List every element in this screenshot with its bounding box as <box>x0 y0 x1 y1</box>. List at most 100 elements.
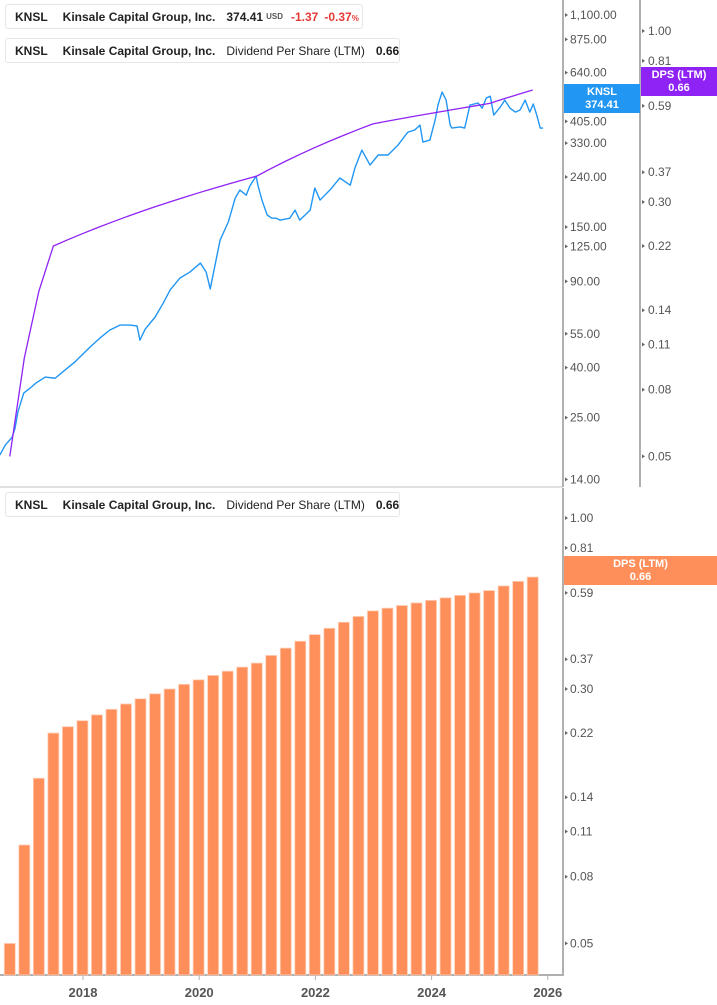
dps-legend-bottom[interactable]: KNSL Kinsale Capital Group, Inc. Dividen… <box>5 492 400 517</box>
dps-bar <box>337 621 350 976</box>
dps-bar <box>323 627 336 976</box>
dps-bar <box>134 698 147 976</box>
price-tick-label: 240.00 <box>570 170 607 184</box>
dps-bar-tick-mark <box>565 941 568 946</box>
price-line <box>0 91 544 456</box>
price-tick-mark <box>565 37 568 42</box>
price-tick-mark <box>565 477 568 482</box>
legend-value: 0.66 <box>375 497 400 512</box>
tag-line1: DPS (LTM) <box>651 68 707 81</box>
price-tick-label: 55.00 <box>570 327 600 341</box>
price-tick-mark <box>565 119 568 124</box>
dps-bar-tick-label: 0.14 <box>570 790 594 804</box>
price-tick-mark <box>565 279 568 284</box>
price-tick-label: 25.00 <box>570 411 600 425</box>
dps-tick-label: 0.22 <box>648 239 672 253</box>
tag-line2: 374.41 <box>585 98 619 111</box>
dps-bar-last-value-tag: DPS (LTM) 0.66 <box>564 556 717 585</box>
dps-bar-tick-label: 0.30 <box>570 682 594 696</box>
price-tick-label: 875.00 <box>570 32 607 46</box>
dps-bar-tick-mark <box>565 874 568 879</box>
dps-bar <box>308 634 321 976</box>
dps-bar-tick-mark <box>565 590 568 595</box>
price-tick-label: 90.00 <box>570 274 600 288</box>
dps-bar-tick-mark <box>565 516 568 520</box>
tag-line2: 0.66 <box>668 81 690 94</box>
time-tick-label: 2020 <box>185 985 214 1000</box>
price-tick-label: 1,100.00 <box>570 8 617 22</box>
dps-tick-mark <box>642 342 645 347</box>
dps-bar-tick-label: 0.59 <box>570 586 594 600</box>
dps-bar-tick-label: 0.08 <box>570 870 594 884</box>
dps-bar <box>483 590 496 976</box>
dps-tick-mark <box>642 387 645 392</box>
dps-bar <box>439 597 452 976</box>
dps-tick-label: 0.08 <box>648 383 672 397</box>
dps-tick-mark <box>642 29 645 33</box>
price-tick-mark <box>565 224 568 229</box>
dps-bar <box>91 714 103 976</box>
dps-legend-top[interactable]: KNSL Kinsale Capital Group, Inc. Dividen… <box>5 38 400 63</box>
dps-bar <box>192 679 205 976</box>
dps-bar <box>512 580 525 976</box>
dps-bar <box>352 616 365 976</box>
dps-bar <box>381 607 394 976</box>
dps-tick-mark <box>642 244 645 249</box>
price-tick-mark <box>565 13 568 17</box>
dps-bar <box>294 640 307 976</box>
price-tick-mark <box>565 70 568 75</box>
dps-bar-tick-mark <box>565 795 568 800</box>
dps-bar <box>47 732 60 976</box>
dps-tick-label: 0.14 <box>648 303 672 317</box>
time-tick-label: 2026 <box>533 985 562 1000</box>
time-tick-label: 2022 <box>301 985 330 1000</box>
price-tick-mark <box>565 141 568 146</box>
dps-bar <box>410 602 423 976</box>
price-tick-label: 125.00 <box>570 239 607 253</box>
dps-bar-tick-label: 0.11 <box>570 824 593 838</box>
dps-bar-tick-mark <box>565 657 568 662</box>
legend-metric: Dividend Per Share (LTM) <box>226 497 365 512</box>
dps-line <box>9 89 533 457</box>
dps-bar <box>250 662 263 976</box>
dps-bar <box>236 666 249 976</box>
dps-tick-mark <box>642 308 645 313</box>
dps-tick-label: 0.11 <box>648 337 671 351</box>
legend-change-pct: -0.37% <box>324 10 358 24</box>
legend-change: -1.37 <box>290 9 319 24</box>
dps-bar <box>61 726 74 976</box>
dps-bar-tick-mark <box>565 829 568 834</box>
dps-bar <box>149 693 161 976</box>
dps-bar <box>207 675 220 976</box>
change-pct-value: -0.37 <box>324 9 352 24</box>
price-tick-mark <box>565 365 568 370</box>
tag-line1: DPS (LTM) <box>613 557 668 570</box>
dps-tick-mark <box>642 454 645 459</box>
legend-company: Kinsale Capital Group, Inc. <box>62 497 216 512</box>
pct-sign: % <box>351 13 359 23</box>
dps-bar <box>105 708 118 976</box>
legend-currency: USD <box>266 12 283 21</box>
dps-last-value-tag: DPS (LTM) 0.66 <box>641 67 717 96</box>
dps-bar-tick-mark <box>565 686 568 691</box>
dps-bar <box>163 688 176 976</box>
legend-ticker: KNSL <box>15 497 48 512</box>
dps-bar <box>32 777 45 976</box>
dps-bar <box>367 610 379 976</box>
dps-tick-label: 0.05 <box>648 449 672 463</box>
dps-bar <box>120 703 132 976</box>
price-legend[interactable]: KNSL Kinsale Capital Group, Inc. 374.41 … <box>5 4 363 29</box>
price-tick-mark <box>565 415 568 420</box>
dps-bar <box>526 576 539 976</box>
dps-bar <box>265 655 278 976</box>
dps-tick-mark <box>642 199 645 204</box>
legend-metric: Dividend Per Share (LTM) <box>226 43 365 58</box>
price-tick-label: 40.00 <box>570 361 600 375</box>
dps-tick-label: 0.37 <box>648 165 672 179</box>
time-tick-label: 2018 <box>69 985 98 1000</box>
dps-bar-tick-label: 1.00 <box>570 511 594 525</box>
dps-bar-tick-mark <box>565 731 568 736</box>
dps-bar <box>497 585 510 976</box>
dps-bar-tick-label: 0.37 <box>570 652 594 666</box>
